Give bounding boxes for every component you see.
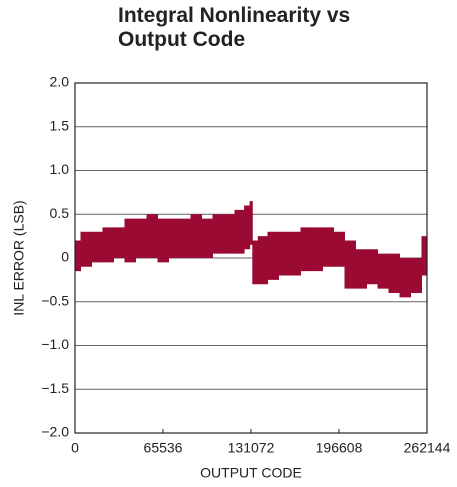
inl-band <box>322 227 334 267</box>
inl-band <box>179 218 191 258</box>
y-tick-label: 0.5 <box>50 205 70 221</box>
x-tick-label: 262144 <box>404 440 451 456</box>
inl-band <box>146 214 158 258</box>
y-tick-label: 1.0 <box>50 161 70 177</box>
inl-band <box>244 205 251 250</box>
inl-band <box>377 253 389 289</box>
inl-band <box>168 218 180 258</box>
x-tick-label: 65536 <box>144 440 183 456</box>
inl-band <box>124 218 136 263</box>
inl-band <box>355 249 367 289</box>
inl-band <box>278 231 290 276</box>
inl-band <box>257 236 268 285</box>
inl-band <box>399 258 411 298</box>
y-tick-label: −0.5 <box>41 292 69 308</box>
y-tick-label: −2.0 <box>41 424 69 440</box>
inl-band <box>311 227 323 272</box>
inl-band <box>267 231 279 280</box>
y-axis-label: INL ERROR (LSB) <box>11 200 27 315</box>
inl-band <box>113 227 125 258</box>
inl-band <box>80 231 92 267</box>
inl-band <box>157 218 169 263</box>
y-tick-label: −1.5 <box>41 380 69 396</box>
inl-band <box>252 240 259 285</box>
inl-band <box>75 240 81 272</box>
chart-title: Integral Nonlinearity vs Output Code <box>118 4 351 51</box>
inl-band <box>300 227 312 272</box>
inl-band <box>421 236 428 276</box>
inl-band <box>344 240 356 289</box>
inl-band <box>289 231 301 276</box>
inl-band <box>366 249 378 285</box>
inl-band <box>102 227 114 263</box>
x-tick-label: 131072 <box>228 440 275 456</box>
x-axis-label: OUTPUT CODE <box>200 465 302 481</box>
x-tick-label: 0 <box>71 440 79 456</box>
inl-band <box>212 214 224 254</box>
inl-band <box>190 214 202 258</box>
y-tick-label: 2.0 <box>50 74 70 90</box>
inl-band <box>135 218 147 258</box>
inl-band <box>333 231 345 267</box>
inl-band <box>388 253 400 293</box>
y-tick-label: 0 <box>61 249 69 265</box>
inl-band <box>410 258 422 293</box>
inl-band <box>223 214 235 254</box>
plot-frame <box>74 82 428 434</box>
inl-band <box>234 209 245 254</box>
inl-band <box>91 231 103 263</box>
inl-band <box>201 218 213 258</box>
y-tick-label: −1.0 <box>41 336 69 352</box>
inl-band <box>249 201 253 245</box>
y-tick-label: 1.5 <box>50 117 70 133</box>
x-tick-label: 196608 <box>316 440 363 456</box>
